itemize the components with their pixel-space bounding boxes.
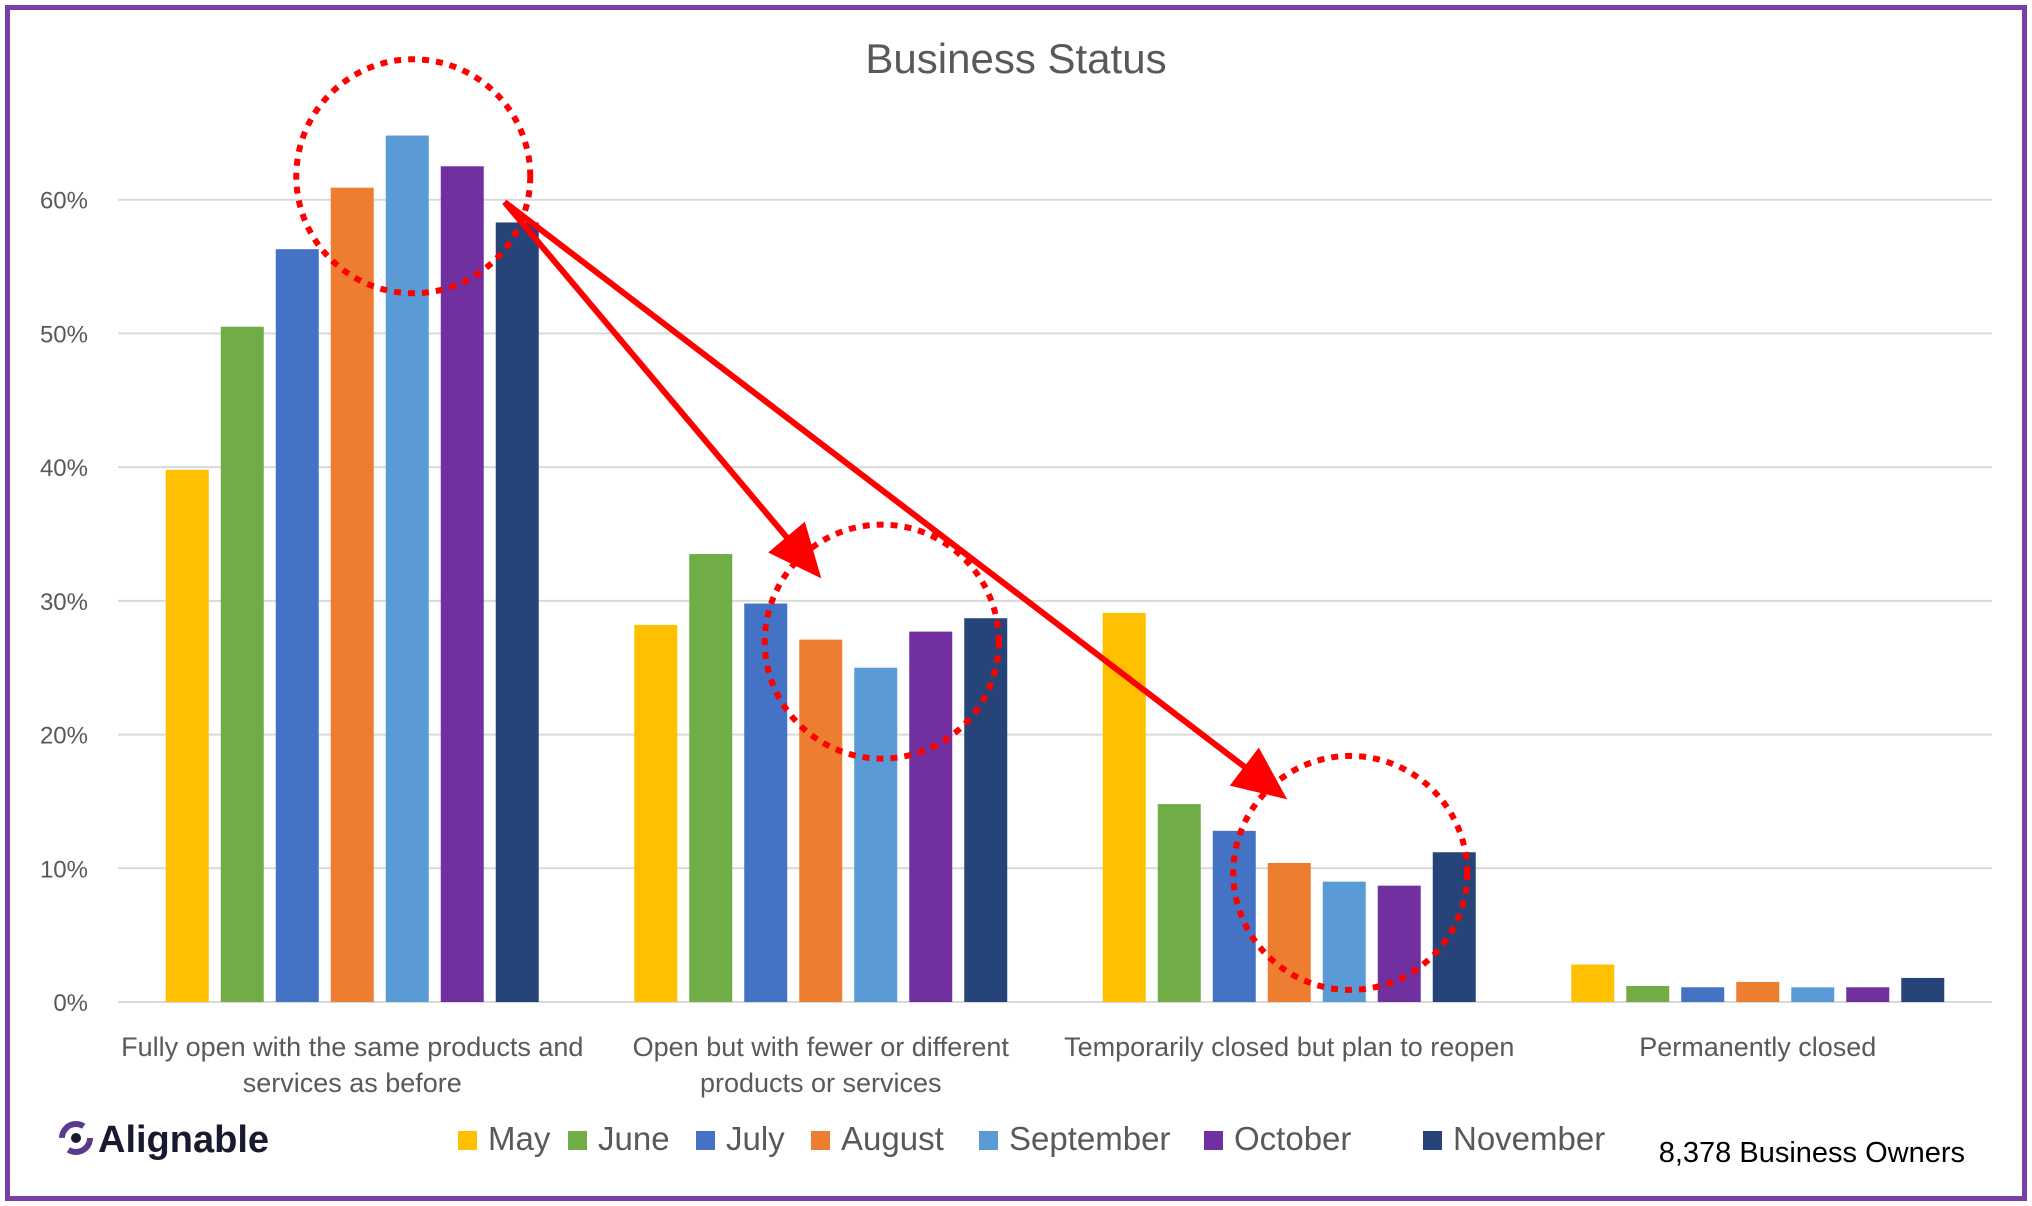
legend-swatch-july [696,1131,715,1150]
bar-chart: Business Status 0% 10% 20% 30% 40% 50% 60% Ful… [40,35,1992,1169]
y-tick-label: 10% [40,856,88,883]
chart-title: Business Status [865,35,1166,82]
alignable-logo: Alignable [59,1119,269,1161]
alignable-logo-icon [59,1121,93,1155]
bar-june-cat0 [220,326,264,1002]
bar-september-cat3 [1791,987,1835,1002]
chart-frame: Business Status 0% 10% 20% 30% 40% 50% 60% Ful… [5,5,2027,1201]
category-label: Permanently closed [1639,1032,1876,1062]
bar-september-cat0 [385,135,429,1002]
y-tick-label: 50% [40,321,88,348]
legend-label-september: September [1009,1120,1170,1157]
category-label: Fully open with the same products and [121,1032,583,1062]
bars [165,135,1945,1003]
bar-may-cat3 [1571,964,1615,1002]
y-tick-label: 60% [40,188,88,215]
bar-september-cat1 [854,667,898,1002]
category-label: products or services [700,1068,942,1098]
legend-swatch-june [568,1131,587,1150]
bar-august-cat2 [1267,862,1311,1002]
annotations [293,56,1471,993]
bar-august-cat1 [799,639,843,1002]
legend-swatch-november [1423,1131,1442,1150]
highlight-circle [293,56,534,297]
bar-october-cat3 [1846,987,1890,1002]
highlight-circle [1230,752,1471,993]
y-tick-label: 30% [40,589,88,616]
bar-august-cat0 [330,187,374,1002]
bar-june-cat2 [1157,804,1201,1002]
source-note: 8,378 Business Owners [1659,1137,1965,1169]
bar-november-cat1 [964,618,1008,1002]
bar-july-cat1 [744,603,788,1002]
bar-may-cat1 [634,624,678,1002]
bar-october-cat0 [440,166,484,1003]
category-labels: Fully open with the same products and ser… [121,1032,1876,1098]
trend-arrow [502,199,1288,800]
bar-may-cat0 [165,469,209,1002]
legend-label-august: August [841,1120,944,1157]
bar-october-cat2 [1377,885,1421,1002]
gridlines [118,198,1992,1003]
y-axis-ticks: 0% 10% 20% 30% 40% 50% 60% [40,188,88,1017]
legend-swatch-october [1204,1131,1223,1150]
bar-november-cat0 [495,222,539,1003]
bar-october-cat1 [909,631,953,1002]
highlight-circle [761,521,1002,762]
legend-label-june: June [598,1120,670,1157]
bar-september-cat2 [1322,881,1366,1002]
bar-june-cat3 [1626,985,1670,1002]
trend-arrow [502,200,822,579]
category-label: services as before [243,1068,462,1098]
legend-swatch-september [979,1131,998,1150]
legend-label-october: October [1234,1120,1351,1157]
legend-label-november: November [1453,1120,1605,1157]
bar-june-cat1 [689,554,733,1002]
bar-july-cat0 [275,249,319,1002]
bar-july-cat3 [1681,987,1725,1002]
category-label: Open but with fewer or different [633,1032,1010,1062]
alignable-logo-text: Alignable [98,1119,269,1161]
legend-label-july: July [726,1120,785,1157]
legend-swatch-may [458,1131,477,1150]
legend: May June July August September October Novembe… [458,1120,1605,1157]
bar-november-cat3 [1901,977,1945,1002]
legend-label-may: May [488,1120,551,1157]
legend-swatch-august [811,1131,830,1150]
bar-august-cat3 [1736,981,1780,1002]
y-tick-label: 20% [40,723,88,750]
y-tick-label: 0% [53,990,88,1017]
y-tick-label: 40% [40,455,88,482]
category-label: Temporarily closed but plan to reopen [1064,1032,1514,1062]
